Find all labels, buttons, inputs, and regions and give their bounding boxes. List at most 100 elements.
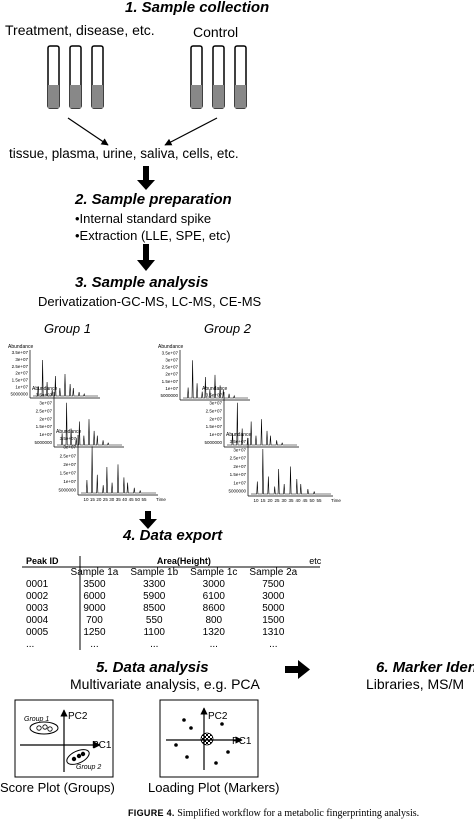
step5-title: 5. Data analysis: [96, 659, 209, 676]
score-group2-label: Group 2: [76, 764, 102, 771]
area-cell: 1500: [262, 615, 285, 626]
loading-pc2-label: PC2: [208, 711, 228, 722]
prep-bullet-2: •Extraction (LLE, SPE, etc): [75, 228, 231, 243]
ytick-label: 1e+07: [209, 432, 222, 437]
figure-label: FIGURE 4.: [128, 808, 175, 818]
test-tube-icon: [234, 45, 247, 109]
area-cell: ...: [90, 639, 99, 650]
sample-header: Sample 2a: [249, 567, 298, 578]
time-label: Time: [331, 498, 341, 503]
control-label: Control: [193, 24, 239, 40]
right-arrow-icon: [285, 660, 310, 679]
ytick-label: 1.5e+07: [206, 424, 223, 429]
treatment-arrow: [67, 117, 109, 146]
treatment-tubes: [47, 45, 104, 109]
area-cell: 700: [86, 615, 103, 626]
area-cell: 1310: [262, 627, 285, 638]
ytick-label: 2.5e+07: [12, 364, 29, 369]
ytick-label: 3.5e+07: [206, 393, 223, 398]
group1-chromatogram-middle: Abundance3.5e+073e+072.5e+072e+071.5e+07…: [32, 386, 124, 448]
ytick-label: 3.5e+07: [60, 436, 77, 441]
area-cell: ...: [150, 639, 159, 650]
time-label: Time: [156, 497, 166, 502]
sample-sources: tissue, plasma, urine, saliva, cells, et…: [9, 146, 239, 161]
control-tubes: [190, 45, 247, 109]
group1-label: Group 1: [44, 321, 91, 336]
ytick-label: 5000000: [204, 440, 222, 445]
area-cell: 5900: [143, 591, 166, 602]
ytick-label: 2.5e+07: [230, 456, 247, 461]
peak-id-cell: 0003: [26, 603, 49, 614]
ytick-label: 2e+07: [63, 462, 76, 467]
prep-bullet-1: •Internal standard spike: [75, 211, 212, 226]
peak-id-cell: 0002: [26, 591, 49, 602]
ytick-label: 3e+07: [233, 447, 246, 452]
area-cell: 3300: [143, 579, 166, 590]
area-header: Area(Height): [156, 556, 211, 566]
xtick-label: 20: [267, 498, 273, 503]
test-tube-icon: [190, 45, 203, 109]
ytick-label: 1.5e+07: [230, 472, 247, 477]
ytick-label: 5000000: [160, 393, 178, 398]
area-cell: ...: [209, 639, 218, 650]
abundance-label: Abundance: [8, 344, 34, 350]
test-tube-icon: [212, 45, 225, 109]
step2-title: 2. Sample preparation: [75, 191, 232, 208]
area-cell: [303, 627, 327, 639]
figure-caption: FIGURE 4. Simplified workflow for a meta…: [128, 808, 419, 819]
ytick-label: 1e+07: [165, 386, 178, 391]
peak-id-cell: ...: [26, 639, 35, 650]
ytick-label: 2.5e+07: [60, 453, 77, 458]
area-cell: 3000: [262, 591, 285, 602]
marker-subtitle: Libraries, MS/M: [366, 676, 465, 692]
abundance-label: Abundance: [56, 429, 82, 435]
data-table: Peak ID Area(Height) etc Sample 1a Sampl…: [20, 555, 327, 651]
ytick-label: 3.5e+07: [162, 350, 179, 355]
ytick-label: 1.5e+07: [60, 470, 77, 475]
step3-title: 3. Sample analysis: [75, 274, 209, 291]
ytick-label: 2e+07: [39, 416, 52, 421]
area-cell: [303, 579, 327, 591]
abundance-label: Abundance: [226, 432, 252, 438]
ytick-label: 2e+07: [233, 464, 246, 469]
ytick-label: 1.5e+07: [162, 379, 179, 384]
area-cell: 1250: [83, 627, 106, 638]
step6-title: 6. Marker Identi: [376, 659, 474, 676]
table-row: 0001 3500 3300 3000 7500: [20, 579, 327, 591]
area-cell: 550: [145, 615, 163, 626]
table-row: 0004 700 550 800 1500: [20, 615, 327, 627]
area-cell: 9000: [83, 603, 106, 614]
xtick-label: 25: [103, 497, 109, 502]
area-cell: 5000: [262, 603, 285, 614]
xtick-label: 55: [141, 497, 147, 502]
area-cell: [303, 639, 327, 651]
ytick-label: 1e+07: [39, 432, 52, 437]
figure-caption-text: Simplified workflow for a metabolic fing…: [177, 808, 420, 819]
ytick-label: 2.5e+07: [36, 408, 53, 413]
etc-header: etc: [309, 556, 322, 566]
xtick-label: 35: [288, 498, 294, 503]
area-cell: 1320: [202, 627, 225, 638]
down-arrow-icon: [137, 244, 155, 271]
abundance-label: Abundance: [158, 344, 184, 350]
marker-cluster: [200, 732, 214, 746]
ytick-label: 3.5e+07: [12, 350, 29, 355]
ytick-label: 1.5e+07: [36, 424, 53, 429]
ytick-label: 3e+07: [209, 401, 222, 406]
xtick-label: 30: [109, 497, 115, 502]
area-cell: 8600: [202, 603, 225, 614]
sample-header: Sample 1a: [70, 567, 119, 578]
area-cell: 6100: [202, 591, 225, 602]
area-cell: 800: [205, 615, 223, 626]
xtick-label: 30: [281, 498, 287, 503]
ytick-label: 5000000: [228, 489, 246, 494]
xtick-label: 35: [116, 497, 122, 502]
group2-label: Group 2: [204, 321, 251, 336]
analysis-methods: Derivatization-GC-MS, LC-MS, CE-MS: [38, 294, 262, 309]
area-cell: 7500: [262, 579, 285, 590]
sample-header: Sample 1c: [190, 567, 238, 578]
treatment-label: Treatment, disease, etc.: [5, 22, 155, 38]
xtick-label: 50: [309, 498, 315, 503]
ytick-label: 1e+07: [15, 384, 28, 389]
